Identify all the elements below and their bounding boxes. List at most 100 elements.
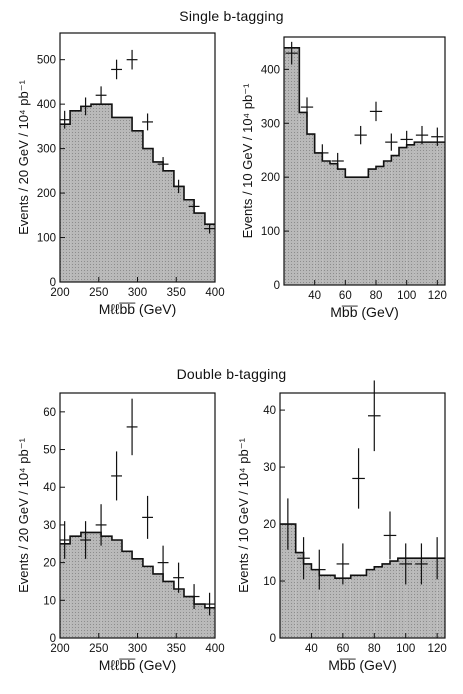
background-bar [368, 169, 376, 285]
y-tick-label: 100 [37, 233, 56, 245]
x-tick-label: 350 [167, 643, 186, 655]
y-tick-label: 20 [43, 558, 56, 570]
background-bar [383, 161, 392, 285]
background-bar [437, 142, 445, 285]
background-bar [422, 142, 430, 285]
background-bar [311, 569, 320, 638]
background-bar [307, 134, 315, 285]
data-point [95, 504, 107, 546]
background-bar [335, 578, 343, 638]
background-bar [406, 144, 415, 285]
background-bar [163, 170, 174, 282]
x-tick-label: 60 [339, 290, 352, 302]
background-bar [303, 563, 312, 638]
data-point [383, 511, 397, 560]
x-axis-label: Mb̅b̅ (GeV) [328, 657, 396, 673]
background-bar [122, 551, 133, 638]
data-point [354, 125, 367, 145]
background-bar [184, 199, 195, 282]
background-bar [345, 177, 353, 285]
y-axis-label: Events / 10 GeV / 10⁴ pb⁻¹ [236, 437, 251, 592]
y-tick-label: 400 [37, 99, 56, 111]
y-tick-label: 40 [263, 405, 276, 417]
y-tick-label: 0 [274, 280, 280, 292]
background-bar [299, 112, 307, 285]
background-bar [280, 524, 296, 638]
x-tick-label: 40 [308, 290, 321, 302]
background-bar [314, 152, 323, 285]
background-bar [382, 563, 390, 638]
data-point [157, 157, 169, 172]
x-tick-label: 350 [167, 287, 186, 299]
background-bar [142, 148, 153, 282]
background-bar [405, 558, 414, 638]
data-point [316, 144, 329, 162]
data-point [188, 200, 200, 213]
data-point [313, 549, 326, 590]
x-axis-label: Mℓℓb̅b̅ (GeV) [99, 657, 177, 673]
background-bar [429, 142, 438, 285]
data-point [415, 125, 429, 145]
data-point [204, 223, 215, 234]
y-axis-label: Events / 20 GeV / 10⁴ pb⁻¹ [16, 79, 31, 234]
y-tick-label: 500 [37, 55, 56, 67]
background-bar [350, 575, 359, 638]
background-bar [80, 106, 91, 282]
double-tagging-title: Double b-tagging [176, 366, 287, 382]
panel-single-mllbb: 0 100 200 300 400 500 200 250 300 350 400 Mℓℓb̅b̅ (… [16, 32, 225, 317]
y-tick-label: 10 [263, 576, 276, 588]
data-point [126, 49, 138, 70]
y-tick-label: 300 [261, 118, 280, 130]
y-tick-label: 400 [261, 64, 280, 76]
background-bar [153, 573, 164, 638]
background-bar [319, 575, 328, 638]
y-tick-label: 30 [263, 462, 276, 474]
background-bar [330, 163, 338, 285]
plot-frame [279, 392, 446, 639]
data-point [173, 179, 184, 194]
x-tick-label: 250 [89, 287, 108, 299]
x-tick-label: 100 [397, 290, 416, 302]
data-point [431, 127, 444, 146]
y-tick-label: 10 [43, 595, 56, 607]
background-bar [295, 552, 304, 638]
x-tick-label: 120 [428, 290, 447, 302]
background-bar [142, 566, 153, 638]
background-bar [322, 161, 330, 285]
y-tick-label: 0 [50, 633, 56, 645]
data-point [111, 59, 122, 80]
x-tick-label: 120 [428, 643, 447, 655]
data-point [399, 543, 412, 585]
background-bar [60, 124, 71, 282]
background-bar [173, 186, 184, 282]
x-axis-label: Mb̅b̅ (GeV) [330, 304, 398, 320]
data-point [285, 41, 298, 65]
data-point [336, 543, 350, 585]
data-point [80, 521, 91, 559]
data-point [430, 537, 444, 580]
panel-double-mllbb: 0 10 20 30 40 50 60 200 250 300 350 400 Mℓℓb̅b̅ (GeV… [16, 392, 225, 673]
background-bar [91, 532, 102, 638]
background-bar [353, 177, 361, 285]
y-tick-label: 20 [263, 519, 276, 531]
background-bar [163, 581, 174, 638]
x-tick-label: 250 [89, 643, 108, 655]
data-point [400, 130, 413, 149]
panel-double-mbb: 0 10 20 30 40 40 60 80 100 120 Mb̅b̅ (GeV) Events /… [236, 380, 447, 673]
background-step-line [280, 523, 445, 579]
background-bar [366, 569, 375, 638]
data-point [331, 152, 344, 170]
x-tick-label: 200 [50, 643, 69, 655]
background-bar [184, 596, 195, 638]
data-point [95, 86, 107, 105]
data-point [204, 592, 215, 616]
y-tick-label: 200 [261, 172, 280, 184]
y-tick-label: 300 [37, 144, 56, 156]
data-point [297, 537, 310, 580]
background-bar [111, 540, 122, 638]
x-tick-label: 400 [205, 643, 224, 655]
y-tick-label: 30 [43, 520, 56, 532]
background-bar [342, 578, 351, 638]
background-bar [429, 558, 438, 638]
